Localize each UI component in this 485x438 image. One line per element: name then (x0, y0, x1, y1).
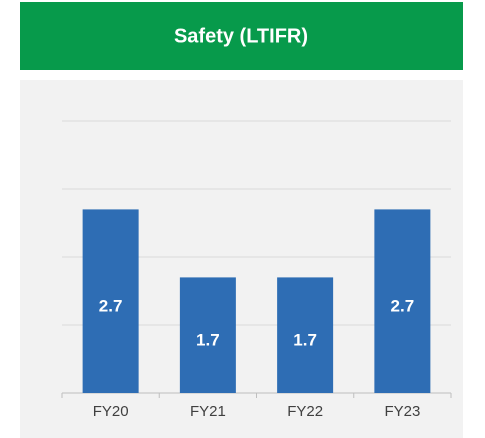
data-label: 1.7 (196, 331, 220, 350)
data-label: 2.7 (391, 297, 415, 316)
x-tick-label: FY20 (93, 403, 129, 420)
x-tick-label: FY22 (287, 403, 323, 420)
bar (82, 209, 139, 393)
bar (374, 209, 431, 393)
chart-title: Safety (LTIFR) (174, 25, 308, 47)
x-tick-label: FY23 (384, 403, 420, 420)
x-tick-label: FY21 (190, 403, 226, 420)
bar (277, 277, 334, 393)
header-bar (20, 2, 463, 70)
bar (179, 277, 236, 393)
data-label: 2.7 (99, 297, 123, 316)
data-label: 1.7 (293, 331, 317, 350)
